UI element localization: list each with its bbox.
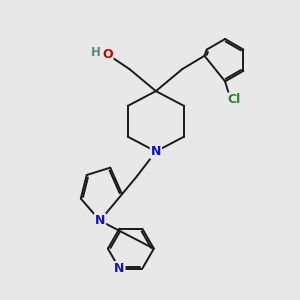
Text: H: H (91, 46, 101, 59)
Text: N: N (95, 214, 105, 227)
Text: O: O (102, 48, 112, 61)
Text: Cl: Cl (227, 93, 241, 106)
Text: N: N (114, 262, 124, 275)
Text: N: N (151, 145, 161, 158)
